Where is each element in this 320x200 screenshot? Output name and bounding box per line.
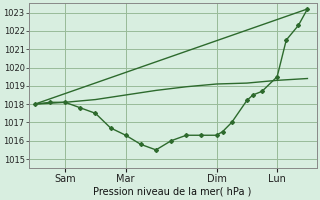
X-axis label: Pression niveau de la mer( hPa ): Pression niveau de la mer( hPa ) — [93, 187, 252, 197]
